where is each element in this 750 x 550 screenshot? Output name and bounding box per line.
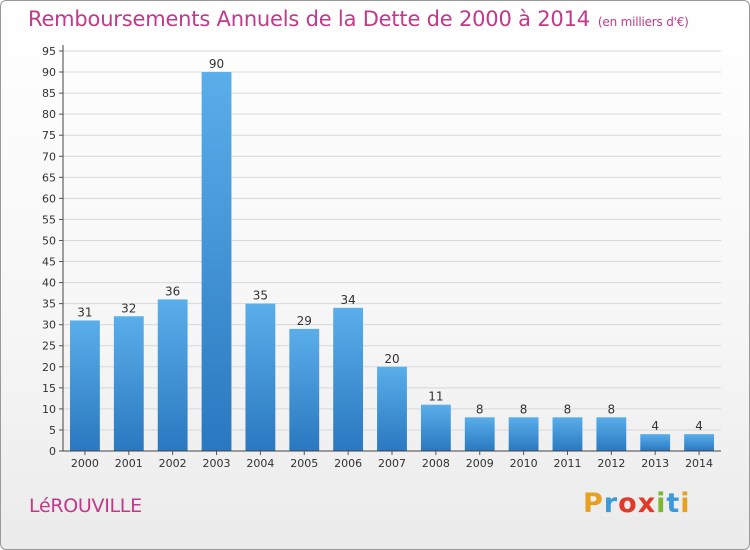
y-tick-label: 30 (42, 319, 56, 332)
data-label-2002: 36 (165, 284, 180, 298)
x-tick-label-2004: 2004 (246, 457, 274, 470)
bar-2003 (201, 72, 232, 451)
bar-2011 (552, 417, 583, 451)
y-tick-label: 15 (42, 382, 56, 395)
brand-letter: o (618, 488, 638, 519)
x-axis-labels: 2000 2001 2002 2003 2004 2005 2006 2007 2008 2009… (71, 451, 713, 470)
bar-2009 (464, 417, 495, 451)
y-tick-label: 45 (42, 256, 56, 269)
brand-letter: i (656, 488, 667, 519)
x-tick-label-2008: 2008 (422, 457, 450, 470)
x-tick-label-2007: 2007 (378, 457, 406, 470)
data-label-2012: 8 (608, 402, 616, 416)
x-tick-label-2001: 2001 (115, 457, 143, 470)
brand-letter: t (666, 488, 681, 519)
y-tick-label: 25 (42, 340, 56, 353)
bar-2008 (420, 404, 451, 451)
bar-2000 (70, 320, 100, 451)
commune-name: LéROUVILLE (29, 495, 142, 517)
x-tick-label-2013: 2013 (641, 457, 669, 470)
brand-letter: r (603, 488, 619, 519)
data-label-2000: 31 (77, 305, 92, 319)
data-label-2004: 35 (253, 289, 268, 303)
y-axis-ticks: 0 5 10 15 20 25 30 35 40 45 50 55 60 65 70 75 80 85 90 95 (42, 45, 63, 458)
x-tick-label-2010: 2010 (510, 457, 538, 470)
bar-2013 (640, 434, 671, 451)
x-tick-label-2005: 2005 (290, 457, 318, 470)
y-tick-label: 10 (42, 403, 56, 416)
data-label-2011: 8 (564, 402, 572, 416)
y-tick-label: 65 (42, 171, 56, 184)
x-tick-label-2002: 2002 (159, 457, 187, 470)
y-tick-label: 70 (42, 150, 56, 163)
x-tick-label-2006: 2006 (334, 457, 362, 470)
brand-letter: P (583, 488, 604, 519)
data-label-2007: 20 (384, 352, 399, 366)
chart-unit-note: (en milliers d'€) (597, 15, 689, 29)
bar-2006 (333, 307, 364, 451)
y-tick-label: 80 (42, 108, 56, 121)
data-label-2010: 8 (520, 402, 528, 416)
bars: 31 32 36 90 35 29 34 20 11 8 8 8 8 4 4 (70, 57, 714, 451)
bar-2004 (245, 303, 276, 451)
data-label-2003: 90 (209, 57, 224, 71)
bar-2001 (113, 316, 144, 451)
y-tick-label: 55 (42, 213, 56, 226)
brand-letter: x (637, 488, 657, 519)
data-label-2001: 32 (121, 301, 136, 315)
x-tick-label-2003: 2003 (203, 457, 231, 470)
bar-2012 (596, 417, 627, 451)
data-label-2005: 29 (297, 314, 312, 328)
y-tick-label: 75 (42, 129, 56, 142)
y-tick-label: 20 (42, 361, 56, 374)
y-tick-label: 50 (42, 234, 56, 247)
data-label-2014: 4 (695, 419, 703, 433)
y-tick-label: 60 (42, 192, 56, 205)
x-tick-label-2011: 2011 (553, 457, 581, 470)
y-tick-label: 90 (42, 66, 56, 79)
data-label-2008: 11 (428, 390, 443, 404)
brand-letter: i (680, 488, 691, 519)
y-tick-label: 5 (49, 424, 56, 437)
y-tick-label: 0 (49, 445, 56, 458)
y-tick-label: 95 (42, 45, 56, 58)
bar-2007 (377, 366, 407, 451)
x-tick-label-2014: 2014 (685, 457, 713, 470)
axes (62, 45, 721, 452)
bar-2010 (508, 417, 539, 451)
x-tick-label-2012: 2012 (597, 457, 625, 470)
data-label-2006: 34 (340, 293, 355, 307)
bar-2005 (289, 328, 320, 451)
y-tick-label: 35 (42, 298, 56, 311)
proxiti-logo[interactable]: Proxiti (583, 488, 691, 519)
x-tick-label-2009: 2009 (466, 457, 494, 470)
y-tick-label: 85 (42, 87, 56, 100)
data-label-2009: 8 (476, 402, 484, 416)
y-tick-label: 40 (42, 277, 56, 290)
bar-2014 (684, 434, 714, 451)
chart-title: Remboursements Annuels de la Dette de 20… (28, 7, 689, 31)
data-label-2013: 4 (651, 419, 659, 433)
bar-2002 (157, 299, 188, 451)
x-tick-label-2000: 2000 (71, 457, 99, 470)
